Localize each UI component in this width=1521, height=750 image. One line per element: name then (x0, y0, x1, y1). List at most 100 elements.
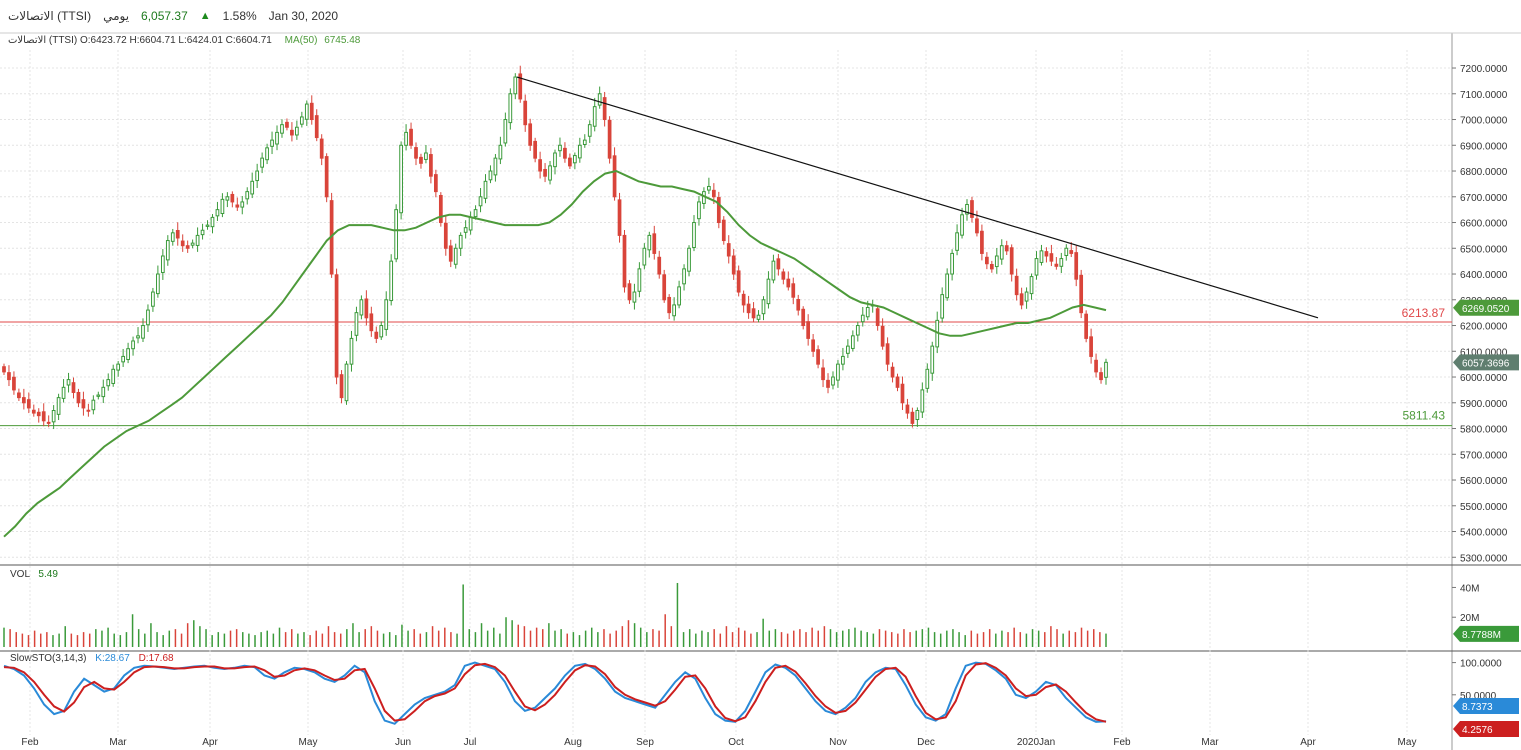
candle-down (989, 263, 994, 270)
x-tick-label: May (1398, 737, 1417, 748)
candle-down (1084, 313, 1089, 339)
last-price: 6,057.37 (141, 9, 188, 23)
y-tick-label: 6500.0000 (1460, 244, 1508, 255)
svg-text:4.2576: 4.2576 (1462, 725, 1493, 736)
volume-tick-label: 40M (1460, 583, 1479, 594)
candle-up (483, 180, 488, 199)
candle-down (746, 303, 751, 314)
candle-down (12, 376, 16, 391)
candle-down (528, 123, 533, 146)
candle-up (91, 399, 96, 411)
candle-down (538, 159, 542, 172)
candle-down (374, 331, 379, 339)
candle-down (726, 243, 731, 257)
candle-up (965, 204, 969, 215)
x-tick-label: Feb (1113, 737, 1131, 748)
candle-up (359, 299, 364, 316)
candle-up (836, 363, 840, 381)
candle-down (736, 270, 741, 293)
candle-up (503, 119, 508, 144)
period-label[interactable]: يومي (103, 9, 130, 23)
candle-down (612, 155, 617, 198)
last-price-badge: 6057.3696 (1453, 354, 1519, 371)
candle-down (369, 313, 374, 332)
candle-down (711, 189, 716, 198)
candle-up (215, 209, 220, 217)
support-label: 5811.43 (1403, 409, 1446, 423)
svg-text:6057.3696: 6057.3696 (1462, 358, 1510, 369)
y-tick-label: 6200.0000 (1460, 322, 1508, 333)
x-tick-label: 2020Jan (1017, 737, 1055, 748)
candle-up (275, 131, 279, 145)
y-tick-label: 6900.0000 (1460, 141, 1508, 152)
candle-up (850, 335, 855, 349)
x-tick-label: Jun (395, 737, 411, 748)
candle-up (146, 309, 150, 326)
volume-tick-label: 20M (1460, 613, 1479, 624)
candle-up (841, 355, 845, 365)
candle-up (950, 252, 954, 275)
candle-up (930, 345, 935, 374)
y-tick-label: 6600.0000 (1460, 219, 1508, 230)
y-tick-label: 6000.0000 (1460, 373, 1508, 384)
candle-up (1029, 276, 1034, 295)
stoch-d-badge: 4.2576 (1453, 721, 1519, 737)
candle-down (434, 174, 438, 193)
candle-up (260, 157, 264, 168)
candle-up (473, 209, 478, 218)
candle-up (945, 273, 950, 299)
candle-up (195, 234, 200, 246)
candle-up (865, 307, 870, 318)
candle-down (975, 218, 979, 234)
candle-down (76, 391, 81, 404)
candle-down (801, 308, 806, 327)
y-tick-label: 7200.0000 (1460, 64, 1508, 75)
stoch-legend: SlowSTO(3,14,3) K:28.67 D:17.68 (10, 653, 174, 664)
y-tick-label: 6700.0000 (1460, 193, 1508, 204)
candle-up (190, 242, 195, 246)
ma-value: 6745.48 (324, 35, 361, 46)
candle-down (1004, 245, 1009, 252)
candle-up (151, 291, 155, 307)
candle-down (622, 234, 627, 288)
candle-up (582, 139, 587, 146)
x-tick-label: Jul (464, 737, 477, 748)
symbol-name[interactable]: الاتصالات (TTSI) (8, 9, 92, 23)
candle-up (116, 363, 121, 371)
candle-down (86, 409, 91, 412)
candle-down (781, 271, 786, 280)
candle-up (682, 268, 686, 285)
x-tick-label: Dec (917, 737, 935, 748)
candle-up (280, 124, 284, 134)
candle-up (831, 376, 835, 386)
y-tick-label: 5400.0000 (1460, 528, 1508, 539)
candle-up (513, 76, 518, 95)
candle-up (855, 325, 860, 336)
resistance-label: 6213.87 (1402, 306, 1446, 320)
candle-down (185, 245, 190, 249)
candle-up (131, 340, 135, 350)
candle-down (409, 128, 413, 146)
candle-down (716, 197, 721, 224)
candle-down (826, 379, 830, 388)
candle-down (81, 399, 86, 409)
candle-up (240, 201, 245, 208)
candle-up (915, 410, 920, 421)
candle-down (285, 121, 289, 128)
candle-up (424, 152, 428, 160)
candle-up (771, 260, 776, 281)
candle-up (295, 126, 299, 136)
candle-down (667, 296, 672, 314)
candle-up (677, 286, 681, 306)
x-tick-label: Feb (21, 737, 39, 748)
x-tick-label: Apr (202, 737, 218, 748)
candle-up (940, 294, 945, 319)
candle-down (31, 409, 36, 414)
candle-down (290, 129, 294, 136)
candle-up (404, 131, 408, 146)
candle-down (235, 204, 240, 208)
candle-up (572, 155, 577, 164)
candle-down (875, 308, 880, 327)
candle-down (46, 421, 51, 424)
